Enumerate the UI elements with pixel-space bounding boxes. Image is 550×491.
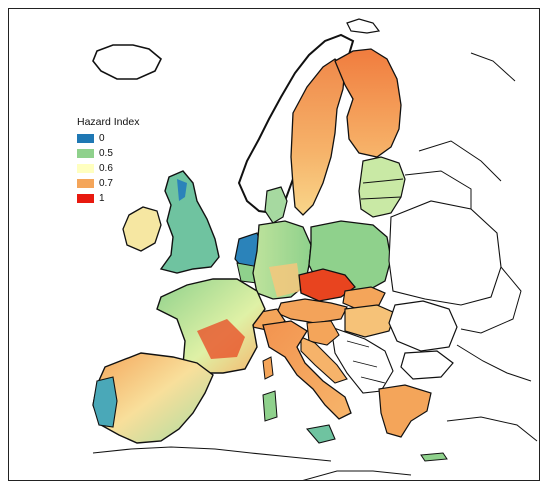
map-legend: Hazard Index 0 0.5 0.6 0.7 1 <box>77 116 139 206</box>
legend-swatch <box>77 134 94 143</box>
legend-item: 1 <box>77 191 139 206</box>
legend-label: 0.6 <box>99 163 113 174</box>
europe-hazard-map <box>92 18 538 480</box>
map-frame: Hazard Index 0 0.5 0.6 0.7 1 <box>8 8 540 481</box>
legend-swatch <box>77 149 94 158</box>
legend-swatch <box>77 164 94 173</box>
legend-swatch <box>77 194 94 203</box>
legend-swatch <box>77 179 94 188</box>
legend-item: 0.5 <box>77 146 139 161</box>
legend-label: 0.5 <box>99 148 113 159</box>
legend-item: 0.7 <box>77 176 139 191</box>
legend-label: 1 <box>99 193 105 204</box>
legend-label: 0.7 <box>99 178 113 189</box>
legend-title: Hazard Index <box>77 116 140 128</box>
legend-item: 0.6 <box>77 161 139 176</box>
legend-item: 0 <box>77 131 139 146</box>
legend-label: 0 <box>99 133 105 144</box>
